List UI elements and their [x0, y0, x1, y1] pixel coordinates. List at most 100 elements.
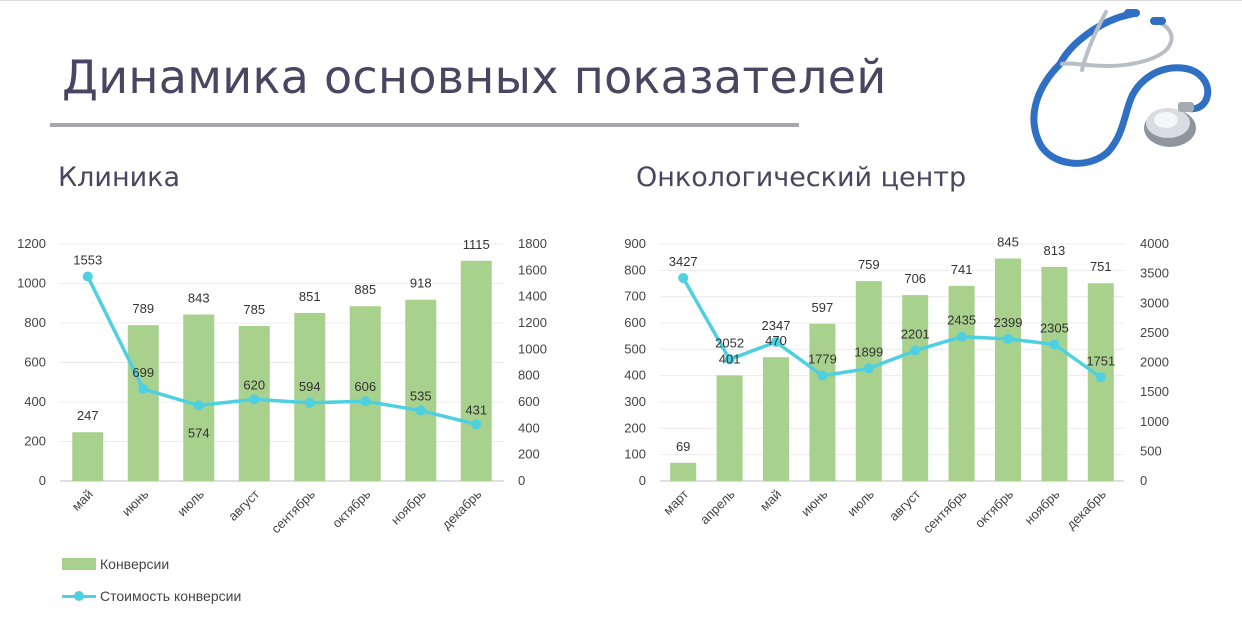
bar-clinic-4 [294, 312, 326, 481]
bar-data-label: 813 [1044, 243, 1066, 258]
legend-line-label: Стоимость конверсии [100, 588, 242, 604]
legend-line-swatch [62, 589, 96, 603]
bar-oncology-1 [716, 375, 743, 481]
line-point-oncology-2 [771, 336, 781, 347]
bar-data-label: 785 [243, 302, 265, 317]
y-tick-left: 1000 [17, 276, 46, 291]
bar-oncology-7 [995, 258, 1021, 481]
bar-oncology-4 [855, 281, 882, 481]
line-point-oncology-6 [956, 331, 967, 342]
line-data-label: 2399 [994, 315, 1023, 330]
bar-data-label: 69 [676, 439, 690, 454]
bar-oncology-0 [670, 462, 697, 481]
line-data-label: 620 [243, 377, 265, 392]
bar-clinic-0 [72, 432, 104, 481]
bar-data-label: 247 [77, 408, 99, 423]
legend-bars-label: Конверсии [100, 556, 170, 572]
y-tick-right: 600 [518, 394, 540, 409]
stethoscope-icon [1030, 9, 1212, 167]
line-point-oncology-3 [817, 370, 828, 381]
line-point-oncology-9 [1095, 372, 1106, 383]
line-point-oncology-0 [678, 272, 689, 283]
bar-data-label: 759 [858, 257, 880, 272]
line-data-label: 1751 [1086, 353, 1115, 368]
bar-clinic-6 [405, 299, 437, 481]
y-tick-left: 400 [624, 368, 646, 383]
y-tick-right: 1600 [518, 262, 547, 277]
y-tick-right: 2000 [1140, 355, 1169, 370]
y-tick-right: 800 [518, 368, 540, 383]
bar-data-label: 751 [1090, 259, 1112, 274]
y-tick-left: 0 [639, 473, 646, 488]
bar-oncology-5 [902, 295, 929, 481]
series-line-clinic [86, 275, 477, 426]
legend-line: Стоимость конверсии [62, 588, 241, 604]
bar-data-label: 843 [188, 291, 210, 306]
x-tick-label: март [660, 486, 691, 517]
bar-clinic-5 [349, 306, 381, 481]
y-tick-right: 500 [1140, 443, 1162, 458]
line-point-clinic-1 [138, 383, 149, 394]
line-data-label: 2201 [901, 327, 930, 342]
y-tick-left: 800 [24, 315, 46, 330]
line-point-clinic-6 [415, 405, 426, 416]
y-tick-left: 200 [624, 420, 646, 435]
line-point-clinic-7 [471, 419, 482, 430]
x-tick-label: декабрь [1063, 486, 1109, 532]
bar-data-label: 918 [410, 276, 432, 291]
y-tick-right: 0 [1140, 473, 1147, 488]
page-title: Динамика основных показателей [62, 50, 887, 104]
line-data-label: 535 [410, 389, 432, 404]
top-divider [0, 0, 1242, 1]
x-tick-label: ноябрь [1022, 486, 1063, 527]
x-tick-label: июнь [798, 486, 831, 519]
line-data-label: 1899 [854, 344, 883, 359]
line-data-label: 594 [299, 379, 321, 394]
y-tick-right: 1500 [1140, 384, 1169, 399]
series-line-oncology [681, 277, 1102, 379]
line-point-clinic-2 [193, 400, 204, 411]
legend-bars: Конверсии [62, 556, 169, 572]
bar-clinic-1 [127, 325, 159, 481]
bar-clinic-2 [183, 314, 215, 481]
chart-title-oncology: Онкологический центр [636, 162, 967, 193]
y-tick-left: 200 [24, 434, 46, 449]
line-data-label: 431 [465, 402, 487, 417]
y-tick-right: 4000 [1140, 236, 1169, 251]
bar-data-label: 597 [812, 300, 834, 315]
line-data-label: 574 [188, 425, 210, 440]
y-tick-right: 2500 [1140, 325, 1169, 340]
bar-data-label: 885 [354, 282, 376, 297]
bar-data-label: 851 [299, 289, 321, 304]
x-tick-label: октябрь [972, 486, 1016, 530]
y-tick-left: 800 [624, 262, 646, 277]
bar-data-label: 845 [997, 234, 1019, 249]
line-point-oncology-8 [1049, 339, 1060, 350]
bar-data-label: 789 [132, 301, 154, 316]
x-tick-label: июль [844, 486, 877, 519]
bar-data-label: 741 [951, 262, 973, 277]
y-tick-left: 400 [24, 394, 46, 409]
line-point-oncology-5 [910, 345, 921, 356]
x-tick-label: апрель [697, 486, 738, 527]
line-data-label: 699 [132, 365, 154, 380]
bar-oncology-3 [809, 323, 836, 481]
y-tick-right: 1200 [518, 315, 547, 330]
bar-clinic-7 [460, 260, 492, 481]
bar-data-label: 401 [719, 351, 741, 366]
line-point-clinic-0 [82, 271, 93, 282]
bar-oncology-2 [763, 357, 789, 481]
y-tick-left: 500 [624, 341, 646, 356]
line-data-label: 3427 [669, 254, 698, 269]
line-data-label: 2347 [762, 318, 791, 333]
line-point-oncology-4 [863, 363, 874, 374]
line-data-label: 2052 [715, 335, 744, 350]
line-point-clinic-5 [360, 396, 371, 407]
y-tick-right: 400 [518, 420, 540, 435]
bar-data-label: 1115 [463, 237, 490, 252]
y-tick-right: 3500 [1140, 266, 1169, 281]
line-data-label: 1553 [73, 253, 102, 268]
line-data-label: 2305 [1040, 320, 1069, 335]
